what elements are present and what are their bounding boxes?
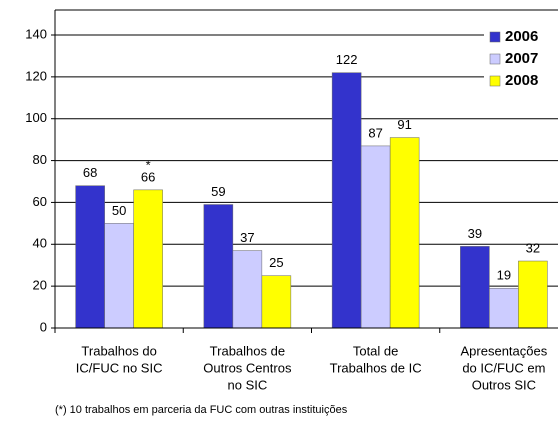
data-label: 91 — [397, 117, 411, 132]
data-label: 39 — [468, 226, 482, 241]
footnote: (*) 10 trabalhos em parceria da FUC com … — [55, 404, 348, 416]
y-tick-label: 0 — [40, 319, 47, 334]
data-label: 25 — [269, 255, 283, 270]
data-label: 66 — [141, 169, 155, 184]
y-tick-label: 100 — [25, 110, 47, 125]
data-label: 37 — [240, 230, 254, 245]
bar — [460, 246, 490, 329]
y-tick-label: 140 — [25, 26, 47, 41]
bar — [489, 287, 519, 329]
bar — [331, 72, 362, 329]
legend-swatch — [489, 53, 501, 65]
bar — [261, 275, 292, 329]
data-label: 68 — [83, 165, 97, 180]
legend-label: 2006 — [505, 28, 538, 45]
bar — [389, 137, 420, 329]
data-label: 19 — [497, 268, 511, 283]
x-tick-label: Outros Centros — [203, 360, 292, 375]
data-label: 122 — [336, 52, 358, 67]
x-tick-label: Apresentações — [461, 343, 548, 358]
y-tick-label: 120 — [25, 68, 47, 83]
data-label: 59 — [211, 184, 225, 199]
legend-label: 2008 — [505, 72, 538, 89]
bar — [203, 204, 234, 329]
x-tick-label: Total de — [353, 343, 399, 358]
legend-label: 2007 — [505, 50, 538, 67]
x-tick-label: do IC/FUC em — [462, 360, 545, 375]
x-tick-label: Trabalhos de IC — [330, 360, 422, 375]
bar — [360, 145, 391, 329]
legend-swatch — [489, 75, 501, 87]
x-tick-label: Trabalhos do — [81, 343, 156, 358]
x-tick-label: Outros SIC — [472, 377, 536, 392]
bar — [518, 260, 548, 329]
legend: 2006 2007 2008 — [484, 22, 558, 98]
data-label: 50 — [112, 203, 126, 218]
y-tick-label: 40 — [33, 236, 47, 251]
y-tick-label: 60 — [33, 194, 47, 209]
annotation: * — [146, 157, 151, 172]
bar — [75, 185, 105, 329]
x-tick-label: Trabalhos de — [210, 343, 285, 358]
bar — [133, 189, 163, 329]
y-tick-label: 20 — [33, 278, 47, 293]
data-label: 32 — [526, 240, 540, 255]
legend-swatch — [489, 31, 501, 43]
bar — [104, 223, 134, 329]
y-tick-label: 80 — [33, 152, 47, 167]
data-label: 87 — [368, 125, 382, 140]
x-tick-label: IC/FUC no SIC — [76, 360, 163, 375]
x-tick-label: no SIC — [228, 377, 268, 392]
bar — [232, 250, 263, 329]
